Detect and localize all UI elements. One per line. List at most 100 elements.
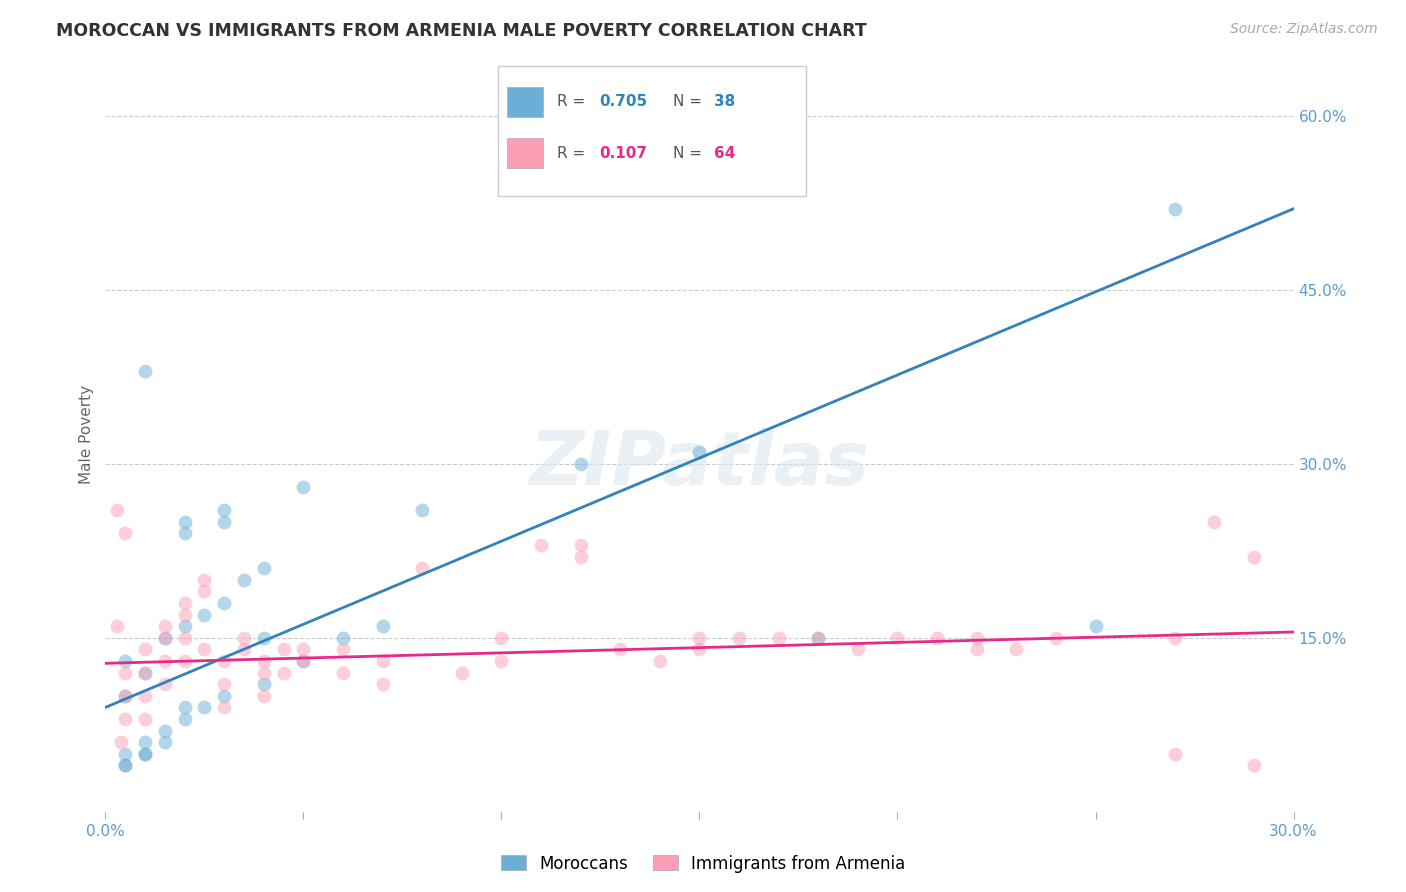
Point (153, 654, 176, 668)
Point (411, 503, 433, 517)
Point (193, 700, 215, 714)
Point (1045, 631, 1067, 645)
Point (332, 631, 354, 645)
Point (193, 573, 215, 587)
Point (450, 665, 472, 680)
Point (253, 631, 276, 645)
Point (1243, 549, 1265, 564)
Point (153, 619, 176, 633)
Point (846, 642, 869, 657)
Point (1204, 515, 1226, 529)
Point (886, 631, 908, 645)
Point (214, 596, 236, 610)
Point (153, 631, 176, 645)
Point (728, 631, 751, 645)
Point (1005, 642, 1028, 657)
Point (173, 596, 195, 610)
Point (134, 735, 156, 749)
Point (173, 526, 195, 541)
Point (134, 665, 156, 680)
Point (153, 735, 176, 749)
Point (807, 631, 830, 645)
Point (114, 758, 136, 772)
FancyBboxPatch shape (508, 138, 543, 169)
Point (273, 642, 295, 657)
Point (1164, 202, 1187, 216)
Point (966, 631, 988, 645)
Text: R =: R = (557, 146, 591, 161)
Point (807, 631, 830, 645)
Point (569, 457, 592, 471)
Text: N =: N = (673, 95, 707, 110)
Point (134, 642, 156, 657)
Point (110, 735, 132, 749)
Point (173, 700, 195, 714)
Text: 64: 64 (714, 146, 735, 161)
Point (134, 689, 156, 703)
FancyBboxPatch shape (508, 87, 543, 117)
Point (214, 654, 236, 668)
Point (134, 665, 156, 680)
Point (153, 723, 176, 738)
FancyBboxPatch shape (498, 66, 807, 196)
Point (253, 677, 276, 691)
Point (569, 538, 592, 552)
Point (153, 677, 176, 691)
Point (768, 631, 790, 645)
Point (689, 631, 711, 645)
Y-axis label: Male Poverty: Male Poverty (79, 385, 94, 484)
Point (1243, 758, 1265, 772)
Text: Source: ZipAtlas.com: Source: ZipAtlas.com (1230, 22, 1378, 37)
Text: ZIPatlas: ZIPatlas (530, 428, 869, 501)
Point (253, 561, 276, 575)
Point (193, 642, 215, 657)
Point (1084, 619, 1107, 633)
Point (114, 689, 136, 703)
Point (173, 619, 195, 633)
Point (214, 677, 236, 691)
Text: N =: N = (673, 146, 707, 161)
Point (233, 631, 256, 645)
Point (332, 665, 354, 680)
Text: MOROCCAN VS IMMIGRANTS FROM ARMENIA MALE POVERTY CORRELATION CHART: MOROCCAN VS IMMIGRANTS FROM ARMENIA MALE… (56, 22, 868, 40)
Point (114, 665, 136, 680)
Point (332, 642, 354, 657)
Point (648, 654, 671, 668)
Point (134, 364, 156, 378)
Point (569, 549, 592, 564)
Point (114, 526, 136, 541)
Point (114, 758, 136, 772)
Point (609, 642, 631, 657)
Point (233, 642, 256, 657)
Point (214, 515, 236, 529)
Point (292, 480, 315, 494)
Point (134, 712, 156, 726)
Point (253, 665, 276, 680)
Point (491, 654, 513, 668)
Point (253, 654, 276, 668)
Point (114, 689, 136, 703)
Text: R =: R = (557, 95, 591, 110)
Point (491, 631, 513, 645)
Point (173, 515, 195, 529)
Point (193, 584, 215, 599)
Point (371, 677, 394, 691)
Point (966, 642, 988, 657)
Point (214, 503, 236, 517)
Point (153, 631, 176, 645)
Text: 38: 38 (714, 95, 735, 110)
Point (114, 712, 136, 726)
Point (292, 654, 315, 668)
Point (105, 503, 128, 517)
Text: 0.107: 0.107 (600, 146, 648, 161)
Legend: Moroccans, Immigrants from Armenia: Moroccans, Immigrants from Armenia (494, 848, 912, 880)
Point (214, 689, 236, 703)
Point (173, 712, 195, 726)
Point (114, 654, 136, 668)
Point (689, 445, 711, 459)
Point (1164, 631, 1187, 645)
Point (689, 642, 711, 657)
Point (253, 689, 276, 703)
Text: 0.705: 0.705 (600, 95, 648, 110)
Point (105, 619, 128, 633)
